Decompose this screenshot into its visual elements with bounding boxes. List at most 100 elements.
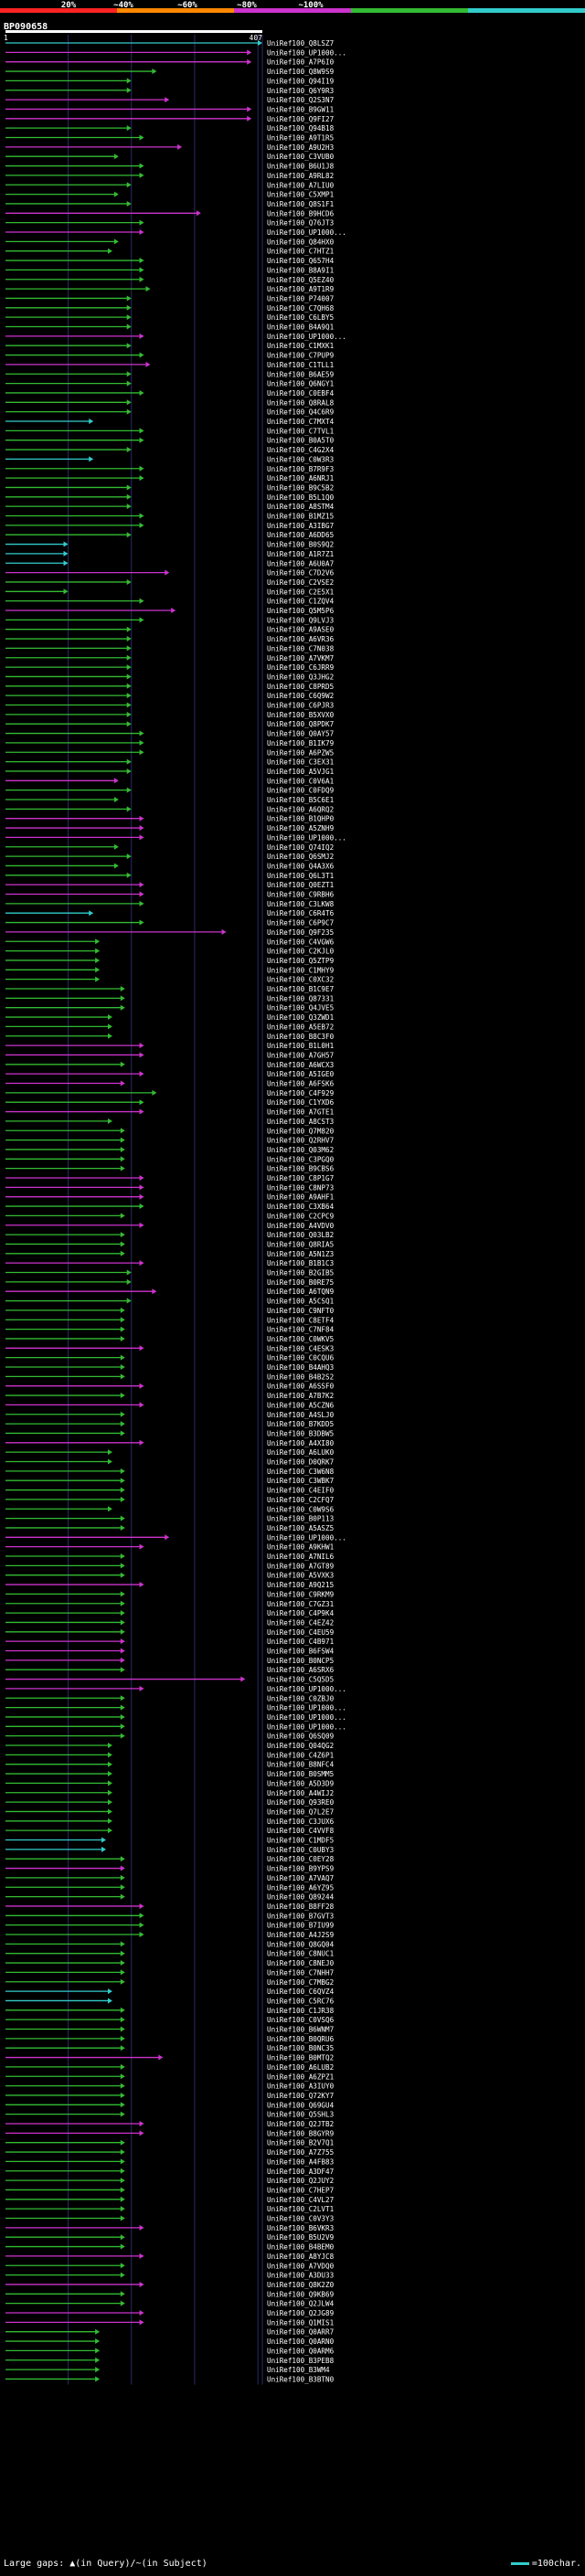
hit-label[interactable]: UniRef100_A9RL82 — [267, 172, 334, 180]
hit-label[interactable]: UniRef100_C4G2X4 — [267, 446, 335, 454]
hit-label[interactable]: UniRef100_C4F929 — [267, 1089, 335, 1097]
hit-label[interactable]: UniRef100_Q8GQ04 — [267, 1940, 335, 1948]
hit-label[interactable]: UniRef100_C9RKM9 — [267, 1590, 335, 1598]
hit-label[interactable]: UniRef100_Q2RHV7 — [267, 1137, 334, 1145]
hit-label[interactable]: UniRef100_Q2S3N7 — [267, 96, 334, 104]
hit-label[interactable]: UniRef100_Q6SMJ2 — [267, 853, 334, 861]
hit-label[interactable]: UniRef100_B9GW11 — [267, 105, 335, 113]
hit-label[interactable]: UniRef100_A5EB72 — [267, 1023, 334, 1031]
hit-label[interactable]: UniRef100_C6R4T6 — [267, 909, 335, 917]
hit-label[interactable]: UniRef100_C6PJR3 — [267, 702, 334, 710]
hit-label[interactable]: UniRef100_B2GIB5 — [267, 1269, 334, 1277]
hit-label[interactable]: UniRef100_A9ASE0 — [267, 626, 335, 634]
hit-label[interactable]: UniRef100_C7D2V6 — [267, 569, 335, 578]
hit-label[interactable]: UniRef100_C6JRR9 — [267, 663, 335, 672]
hit-label[interactable]: UniRef100_Q6NGY1 — [267, 380, 335, 388]
hit-label[interactable]: UniRef100_Q2JLW4 — [267, 2300, 335, 2308]
hit-label[interactable]: UniRef100_A4VDV0 — [267, 1222, 335, 1230]
hit-label[interactable]: UniRef100_B8FF28 — [267, 1903, 335, 1911]
hit-label[interactable]: UniRef100_B6VKR3 — [267, 2224, 334, 2232]
hit-label[interactable]: UniRef100_B2V7Q1 — [267, 2139, 335, 2147]
hit-label[interactable]: UniRef100_B1IK79 — [267, 739, 335, 747]
hit-label[interactable]: UniRef100_Q0ARM6 — [267, 2347, 335, 2355]
hit-label[interactable]: UniRef100_C4EU59 — [267, 1628, 335, 1637]
hit-label[interactable]: UniRef100_A3IBG7 — [267, 522, 334, 530]
hit-label[interactable]: UniRef100_UP1000... — [267, 48, 346, 57]
hit-label[interactable]: UniRef100_A5IGE0 — [267, 1070, 335, 1078]
hit-label[interactable]: UniRef100_A4J2S9 — [267, 1931, 335, 1939]
hit-label[interactable]: UniRef100_A6YZ95 — [267, 1883, 334, 1892]
hit-label[interactable]: UniRef100_C0FDQ9 — [267, 787, 335, 795]
hit-label[interactable]: UniRef100_B3DBW5 — [267, 1429, 334, 1437]
hit-label[interactable]: UniRef100_A7GT89 — [267, 1562, 335, 1570]
hit-label[interactable]: UniRef100_B9C5B2 — [267, 483, 334, 492]
hit-label[interactable]: UniRef100_Q8S1F1 — [267, 200, 335, 208]
hit-label[interactable]: UniRef100_C7GZ31 — [267, 1600, 335, 1608]
hit-label[interactable]: UniRef100_B3WM4 — [267, 2366, 330, 2374]
hit-label[interactable]: UniRef100_C7MBG2 — [267, 1978, 334, 1987]
hit-label[interactable]: UniRef100_B7GVT3 — [267, 1912, 334, 1920]
hit-label[interactable]: UniRef100_Q2JUY2 — [267, 2177, 334, 2185]
hit-label[interactable]: UniRef100_C0V6A1 — [267, 777, 335, 785]
hit-label[interactable]: UniRef100_Q94I19 — [267, 77, 335, 85]
hit-label[interactable]: UniRef100_Q4JVE5 — [267, 1004, 334, 1012]
hit-label[interactable]: UniRef100_C2KJL0 — [267, 948, 335, 956]
hit-label[interactable]: UniRef100_A7VDQ0 — [267, 2262, 335, 2270]
hit-label[interactable]: UniRef100_B0SMM5 — [267, 1770, 334, 1778]
hit-label[interactable]: UniRef100_UP1000... — [267, 1713, 346, 1722]
hit-label[interactable]: UniRef100_Q5M5P6 — [267, 607, 335, 615]
hit-label[interactable]: UniRef100_Q9LVJ3 — [267, 616, 334, 624]
hit-label[interactable]: UniRef100_Q2JTB2 — [267, 2120, 334, 2128]
hit-label[interactable]: UniRef100_A9T1R5 — [267, 134, 334, 143]
hit-label[interactable]: UniRef100_C1JR38 — [267, 2007, 335, 2015]
hit-label[interactable]: UniRef100_A5VXK3 — [267, 1572, 334, 1580]
hit-label[interactable]: UniRef100_C4P9K4 — [267, 1609, 335, 1617]
hit-label[interactable]: UniRef100_A6ZPZ1 — [267, 2072, 335, 2081]
hit-label[interactable]: UniRef100_A6U0A7 — [267, 559, 334, 567]
hit-label[interactable]: UniRef100_C0V3Y3 — [267, 2215, 334, 2223]
hit-label[interactable]: UniRef100_A6PZW5 — [267, 748, 334, 757]
hit-label[interactable]: UniRef100_C8P1G7 — [267, 1174, 334, 1182]
hit-label[interactable]: UniRef100_Q04QG2 — [267, 1742, 334, 1750]
hit-label[interactable]: UniRef100_C6LBY5 — [267, 313, 334, 322]
hit-label[interactable]: UniRef100_Q1MIS1 — [267, 2318, 335, 2327]
hit-label[interactable]: UniRef100_C0CQU6 — [267, 1354, 335, 1362]
hit-label[interactable]: UniRef100_Q3ZWD1 — [267, 1013, 335, 1022]
hit-label[interactable]: UniRef100_C1ZQV4 — [267, 598, 335, 606]
hit-label[interactable]: UniRef100_UP1000... — [267, 1685, 346, 1693]
hit-label[interactable]: UniRef100_B9YPS9 — [267, 1865, 335, 1873]
hit-label[interactable]: UniRef100_A3DU33 — [267, 2272, 334, 2280]
hit-label[interactable]: UniRef100_A5ASZ5 — [267, 1524, 334, 1532]
hit-label[interactable]: UniRef100_A8STM4 — [267, 503, 335, 511]
hit-label[interactable]: UniRef100_Q4A3X6 — [267, 862, 335, 870]
hit-label[interactable]: UniRef100_B3PEB8 — [267, 2357, 335, 2365]
hit-label[interactable]: UniRef100_UP1000... — [267, 228, 346, 237]
hit-label[interactable]: UniRef100_Q5EZ40 — [267, 276, 335, 284]
hit-label[interactable]: UniRef100_A6SRX6 — [267, 1666, 335, 1674]
hit-label[interactable]: UniRef100_B1MZ15 — [267, 513, 334, 521]
hit-label[interactable]: UniRef100_C6QVZ4 — [267, 1988, 335, 1996]
hit-label[interactable]: UniRef100_B7KDD5 — [267, 1420, 334, 1428]
hit-label[interactable]: UniRef100_C4EZ42 — [267, 1618, 334, 1627]
hit-label[interactable]: UniRef100_B0RE75 — [267, 1278, 334, 1287]
hit-label[interactable]: UniRef100_C3LKW8 — [267, 900, 335, 908]
hit-label[interactable]: UniRef100_C1MXK1 — [267, 342, 335, 350]
hit-label[interactable]: UniRef100_B9HCD6 — [267, 209, 335, 217]
hit-label[interactable]: UniRef100_Q9FI27 — [267, 115, 334, 123]
hit-label[interactable]: UniRef100_B6U1J8 — [267, 163, 335, 171]
hit-label[interactable]: UniRef100_C1MHY9 — [267, 966, 335, 974]
hit-label[interactable]: UniRef100_C4VGW6 — [267, 938, 335, 946]
hit-label[interactable]: UniRef100_A5N1Z3 — [267, 1250, 334, 1258]
hit-label[interactable]: UniRef100_C3W6N8 — [267, 1468, 335, 1476]
hit-label[interactable]: UniRef100_Q03LB2 — [267, 1231, 334, 1239]
hit-label[interactable]: UniRef100_B0NC35 — [267, 2044, 334, 2052]
hit-label[interactable]: UniRef100_Q7M820 — [267, 1127, 335, 1135]
hit-label[interactable]: UniRef100_C0W3R3 — [267, 455, 334, 463]
hit-label[interactable]: UniRef100_C2LVT1 — [267, 2205, 335, 2213]
hit-label[interactable]: UniRef100_A6DD65 — [267, 531, 334, 539]
hit-label[interactable]: UniRef100_B0S9Q2 — [267, 541, 334, 549]
hit-label[interactable]: UniRef100_A6TQN9 — [267, 1288, 335, 1296]
hit-label[interactable]: UniRef100_C3WBK7 — [267, 1477, 334, 1485]
hit-label[interactable]: UniRef100_Q89244 — [267, 1893, 335, 1902]
hit-label[interactable]: UniRef100_A7Z755 — [267, 2148, 334, 2157]
